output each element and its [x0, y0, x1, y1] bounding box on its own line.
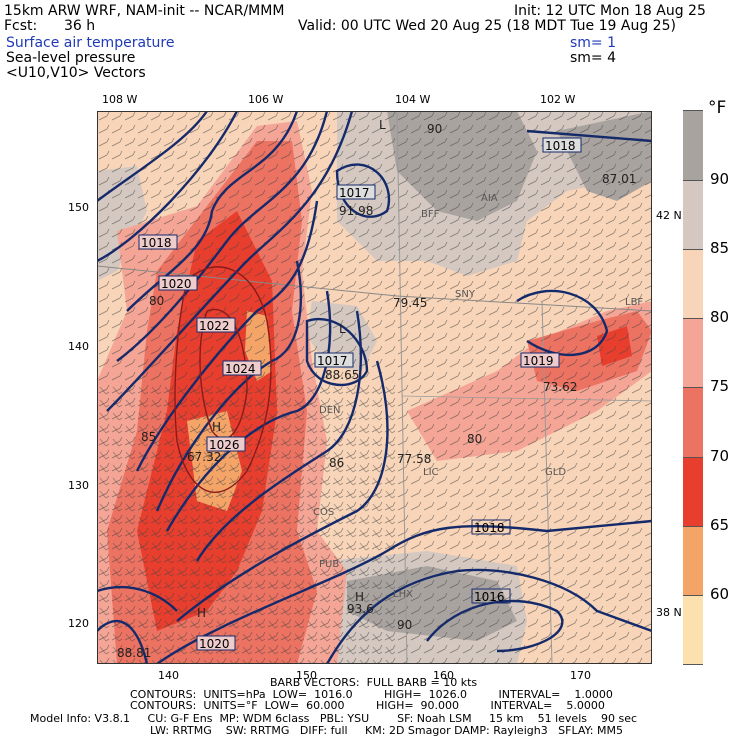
temp-label: 93.6 [347, 602, 374, 616]
high-center: H [212, 420, 221, 434]
valid-time: Valid: 00 UTC Wed 20 Aug 25 (18 MDT Tue … [298, 18, 676, 34]
lat-label: 40 N [656, 407, 682, 420]
colorbar-swatch [683, 180, 703, 249]
smoothing-1: sm= 1 [570, 35, 617, 51]
temp-label: 90 [397, 618, 412, 632]
low-center: L [339, 322, 346, 336]
isobar-label: 1018 [474, 521, 505, 535]
colorbar-swatch [683, 318, 703, 387]
colorbar-label: 90 [710, 170, 730, 188]
isobar-label: 1020 [199, 637, 230, 651]
grid-label-left: 120 [68, 617, 89, 630]
high-center: H [355, 590, 364, 604]
colorbar-unit: °F [708, 98, 727, 118]
fcst-value: 36 h [64, 18, 96, 34]
station-label: BFF [421, 209, 440, 220]
colorbar-label: 60 [710, 585, 730, 603]
isobar-label: 1024 [225, 362, 256, 376]
field-vectors: <U10,V10> Vectors [6, 65, 146, 81]
fcst-label: Fcst: [4, 18, 38, 34]
isobar-label: 1017 [317, 354, 348, 368]
temp-label: 90 [427, 122, 442, 136]
model-info-2: LW: RRTMG SW: RRTMG DIFF: full KM: 2D Sm… [150, 724, 623, 737]
lat-label: 38 N [656, 606, 682, 619]
grid-label-left: 150 [68, 201, 89, 214]
station-label: DEN [319, 405, 341, 416]
field-pressure: Sea-level pressure [6, 50, 136, 66]
low-center: L [379, 118, 386, 132]
grid-label-bottom: 140 [158, 669, 179, 682]
colorbar-label: 70 [710, 447, 730, 465]
weather-map: 1018 1020 1022 1024 1026 1017 1017 1019 … [97, 111, 652, 664]
temp-label: 91.98 [339, 204, 373, 218]
field-temperature: Surface air temperature [6, 35, 175, 51]
map-frame [97, 111, 652, 664]
contour-info-pressure: CONTOURS: UNITS=hPa LOW= 1016.0 HIGH= 10… [130, 688, 613, 701]
colorbar-label: 80 [710, 308, 730, 326]
temp-label: 85 [141, 430, 156, 444]
colorbar-swatch [683, 526, 703, 595]
isotherms [174, 266, 272, 493]
colorbar-swatch [683, 457, 703, 526]
isobar-label: 1022 [199, 319, 230, 333]
contour-info-temp: CONTOURS: UNITS=°F LOW= 60.000 HIGH= 90.… [130, 699, 605, 712]
station-label: LBF [625, 297, 643, 308]
lon-label: 104 W [395, 93, 431, 106]
station-label: AIA [481, 193, 498, 204]
wind-barbs [97, 381, 397, 664]
isobar-label: 1018 [545, 139, 576, 153]
pressure-labels: 1018 1020 1022 1024 1026 1017 1017 1019 … [138, 137, 582, 651]
colorbar-label: 75 [710, 377, 730, 395]
temp-label: 67.32 [187, 450, 221, 464]
isobar-label: 1026 [209, 438, 240, 452]
station-label: SNY [455, 289, 476, 300]
isobar-label: 1020 [161, 277, 192, 291]
temperature-colorbar [683, 110, 703, 665]
lon-label: 108 W [102, 93, 138, 106]
isobar-label: 1016 [474, 590, 505, 604]
colorbar-swatch [683, 387, 703, 457]
isobars [97, 111, 652, 664]
station-label: GLD [545, 467, 566, 478]
lon-label: 106 W [248, 93, 284, 106]
smoothing-2: sm= 4 [570, 50, 617, 66]
temp-label: 87.01 [602, 172, 636, 186]
model-title: 15km ARW WRF, NAM-init -- NCAR/MMM [4, 3, 285, 19]
lon-label: 102 W [540, 93, 576, 106]
high-center: H [197, 606, 206, 620]
grid-label-bottom: 150 [296, 669, 317, 682]
colorbar-swatch [683, 249, 703, 318]
grid-label-bottom: 170 [570, 669, 591, 682]
temp-label: 88.81 [117, 646, 151, 660]
state-border [396, 111, 408, 664]
station-label: LIC [423, 467, 439, 478]
colorbar-swatch [683, 110, 703, 180]
temp-label: 80 [149, 294, 164, 308]
colorbar-swatch [683, 595, 703, 665]
model-info: Model Info: V3.8.1 CU: G-F Ens MP: WDM 6… [30, 712, 638, 725]
isobar-label: 1017 [339, 186, 370, 200]
temp-label: 73.62 [543, 380, 577, 394]
temp-label: 80 [467, 432, 482, 446]
isobar-label: 1018 [141, 236, 172, 250]
station-label: PUB [319, 559, 339, 570]
lat-label: 42 N [656, 209, 682, 222]
grid-label-left: 140 [68, 340, 89, 353]
station-label: COS [313, 507, 334, 518]
temp-label: 77.58 [397, 452, 431, 466]
barb-legend: BARB VECTORS: FULL BARB = 10 kts [270, 676, 478, 689]
init-time: Init: 12 UTC Mon 18 Aug 25 [514, 3, 706, 19]
temp-label: 88.65 [325, 368, 359, 382]
grid-label-bottom: 160 [433, 669, 454, 682]
grid-label-left: 130 [68, 479, 89, 492]
colorbar-label: 65 [710, 516, 730, 534]
temp-label: 86 [329, 456, 344, 470]
isobar-label: 1019 [523, 354, 554, 368]
temp-label: 79.45 [393, 296, 427, 310]
station-label: LHX [393, 589, 413, 600]
state-border [401, 395, 652, 402]
colorbar-label: 85 [710, 239, 730, 257]
